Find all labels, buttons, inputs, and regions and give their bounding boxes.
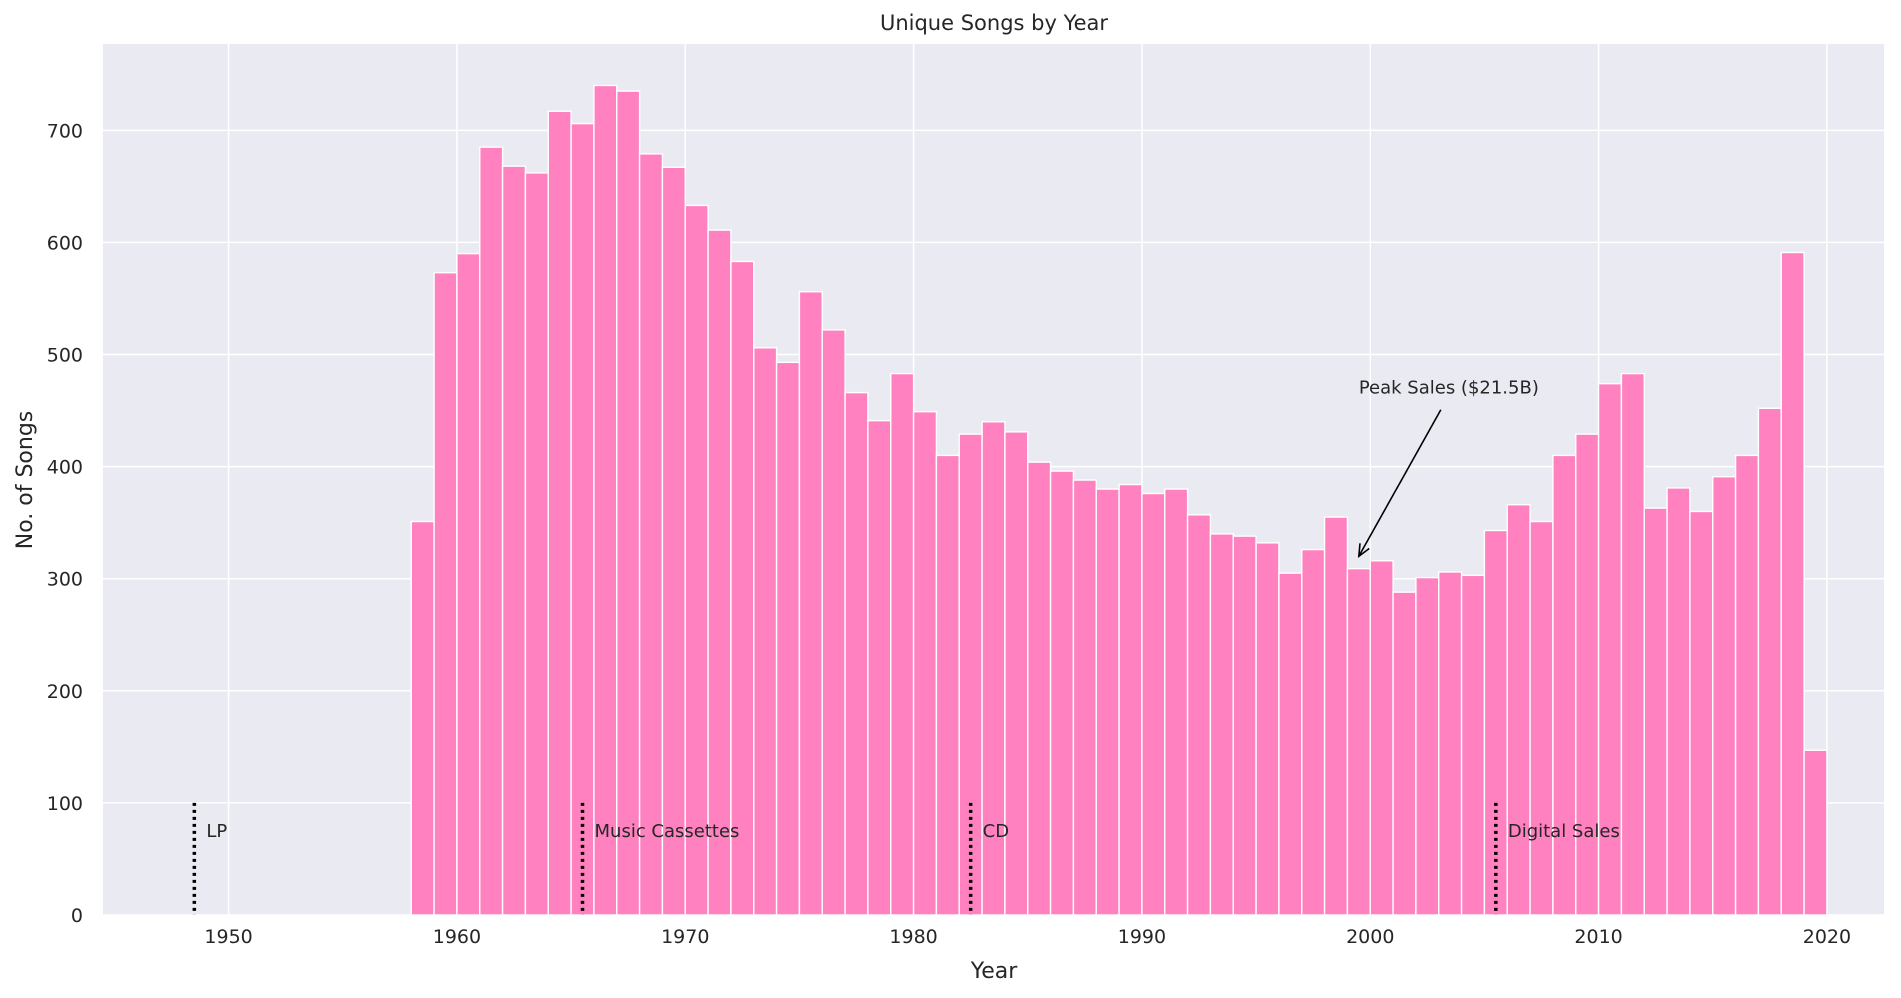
y-tick-label: 100	[47, 793, 83, 815]
bar	[1027, 461, 1052, 916]
bar	[730, 260, 755, 916]
bar	[1118, 483, 1143, 916]
bar	[501, 165, 527, 916]
bar	[570, 122, 595, 916]
bar	[1072, 479, 1097, 916]
bar	[912, 410, 938, 916]
bar	[1369, 560, 1394, 916]
bar	[1186, 514, 1212, 916]
bar	[1575, 433, 1600, 916]
bar	[1141, 492, 1166, 916]
bar	[593, 84, 618, 916]
bar	[1346, 567, 1371, 916]
bar	[935, 454, 960, 916]
y-axis-ticks: 0 100 200 300 400 500 600 700	[47, 120, 83, 927]
y-tick-label: 300	[47, 569, 83, 591]
bar	[753, 347, 778, 916]
bar	[1209, 533, 1234, 916]
bar	[1255, 542, 1280, 916]
chart-title: Unique Songs by Year	[880, 11, 1108, 35]
bar	[1643, 507, 1668, 916]
bar	[1323, 516, 1349, 916]
bar	[1780, 251, 1805, 916]
x-tick-label: 1970	[661, 926, 709, 948]
bar	[821, 329, 846, 916]
x-tick-label: 1960	[433, 926, 481, 948]
bar	[1049, 470, 1075, 916]
y-tick-label: 500	[47, 345, 83, 367]
y-tick-label: 700	[47, 120, 83, 142]
y-axis-title: No. of Songs	[13, 411, 38, 550]
bar	[410, 520, 435, 916]
annotation-arrowhead	[1357, 543, 1370, 558]
bar	[1734, 454, 1760, 916]
bar	[479, 146, 504, 916]
bar	[775, 361, 801, 916]
x-tick-label: 1990	[1118, 926, 1166, 948]
bar	[1506, 504, 1531, 916]
bar	[844, 391, 869, 916]
x-axis-ticks: 1950 1960 1970 1980 1990 2000 2010 2020	[204, 926, 1851, 948]
bar	[890, 372, 915, 916]
bar	[433, 271, 458, 916]
bar	[547, 110, 572, 916]
y-tick-label: 600	[47, 232, 83, 254]
x-axis-title: Year	[970, 959, 1019, 984]
bar	[661, 166, 686, 916]
bar	[1392, 591, 1417, 916]
bar	[798, 291, 823, 916]
bar	[1004, 431, 1029, 916]
y-tick-label: 400	[47, 457, 83, 479]
x-tick-label: 2000	[1346, 926, 1394, 948]
x-tick-label: 2020	[1803, 926, 1851, 948]
bar	[1666, 487, 1691, 916]
annotation-arrow	[1358, 409, 1442, 557]
event-label: Music Cassettes	[595, 821, 740, 842]
y-tick-label: 0	[71, 905, 83, 927]
bar	[456, 252, 481, 916]
x-tick-label: 1980	[889, 926, 937, 948]
bar	[1438, 571, 1463, 916]
bar	[1689, 510, 1714, 916]
bar	[867, 419, 892, 916]
bar	[1620, 372, 1645, 916]
peak-sales-annotation: Peak Sales ($21.5B)	[1357, 378, 1539, 558]
bar	[1757, 407, 1782, 916]
event-markers: LP Music Cassettes CD Digital Sales	[192, 802, 1620, 915]
bar	[1460, 574, 1486, 916]
bar	[1095, 488, 1120, 916]
bar	[524, 172, 549, 916]
bar	[1712, 475, 1737, 916]
bar	[616, 90, 641, 916]
bars	[410, 84, 1828, 916]
bar	[707, 229, 732, 916]
y-tick-label: 200	[47, 681, 83, 703]
event-label: CD	[983, 821, 1009, 842]
bar	[1483, 529, 1508, 916]
bar	[1232, 535, 1257, 916]
annotation-text: Peak Sales ($21.5B)	[1359, 378, 1539, 399]
x-tick-label: 1950	[204, 926, 252, 948]
bar	[1803, 749, 1828, 916]
bar	[958, 433, 983, 916]
bar	[1529, 520, 1554, 916]
bar	[1552, 454, 1577, 916]
x-tick-label: 2010	[1574, 926, 1622, 948]
event-label: LP	[206, 821, 227, 842]
bar	[1415, 576, 1440, 916]
event-label: Digital Sales	[1508, 821, 1620, 842]
bar	[1301, 548, 1326, 916]
bar	[1278, 572, 1303, 916]
bar	[638, 153, 664, 916]
bar	[684, 204, 709, 916]
bar	[1164, 488, 1189, 916]
